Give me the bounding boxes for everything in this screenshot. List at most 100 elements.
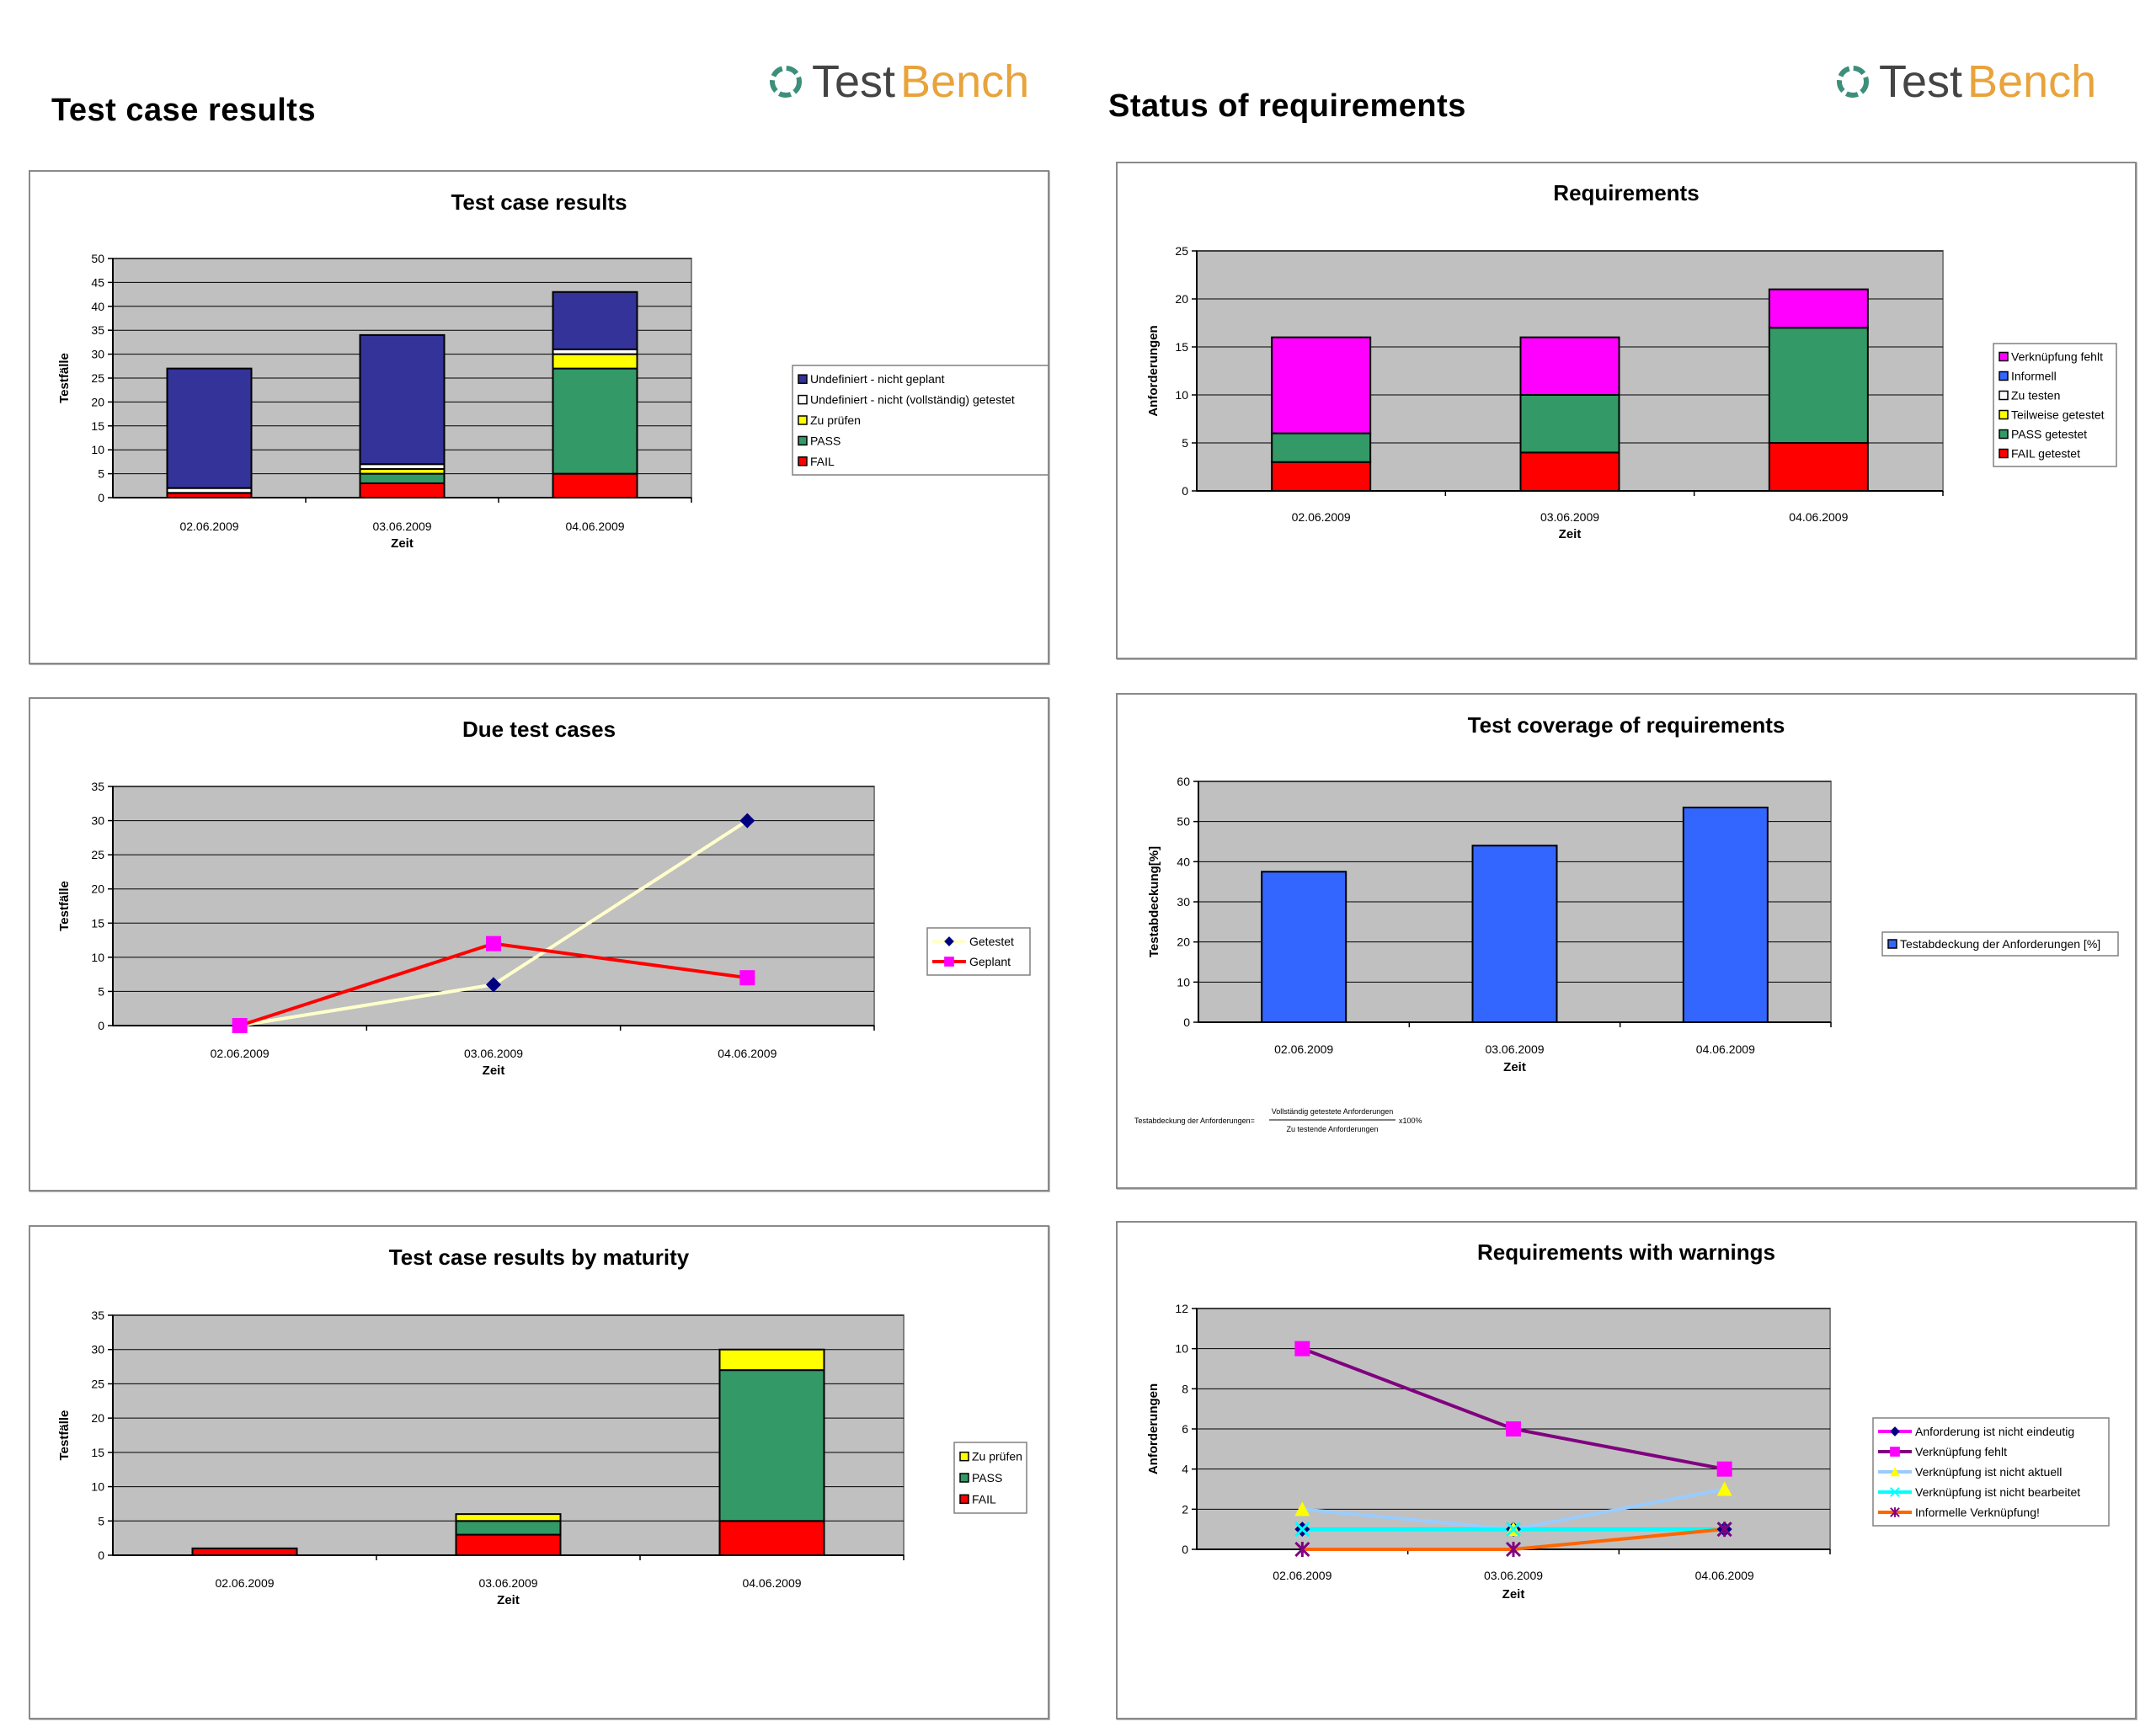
x-tick-label: 02.06.2009 <box>179 520 238 533</box>
formula-factor: x100% <box>1399 1117 1422 1125</box>
chart-panel-test-coverage: Test coverage of requirements 0 10 20 30 40 50… <box>1116 693 2137 1189</box>
y-tick-label: 20 <box>91 1411 104 1425</box>
y-tick-label: 40 <box>91 300 104 313</box>
y-tick-label: 20 <box>1177 935 1190 949</box>
y-tick-label: 5 <box>98 467 104 481</box>
y-tick-label: 20 <box>1175 292 1188 306</box>
legend-box <box>792 365 1048 476</box>
testbench-logo-icon <box>770 66 802 98</box>
legend-label: Zu testen <box>2011 389 2060 402</box>
legend-label: Teilweise getestet <box>2011 408 2105 422</box>
y-tick-label: 10 <box>1175 388 1188 402</box>
logo-text-test: Test <box>812 56 896 107</box>
y-tick-label: 0 <box>98 1548 104 1562</box>
bar-segment-fail <box>552 472 638 499</box>
legend-marker <box>1890 1426 1900 1437</box>
legend-label: Testabdeckung der Anforderungen [%] <box>1900 937 2100 951</box>
bar-segment-testabdeckung-der-anforderungen- <box>1682 806 1769 1023</box>
x-tick-label: 02.06.2009 <box>1273 1569 1331 1582</box>
legend-label: Verknüpfung fehlt <box>2011 350 2103 364</box>
bar-segment-fail-getestet <box>1271 461 1372 492</box>
y-tick-label: 40 <box>1177 855 1190 868</box>
legend-box <box>1881 931 2119 957</box>
legend-marker <box>944 957 954 967</box>
legend-label: Verknüpfung fehlt <box>1915 1445 2007 1458</box>
data-point <box>1716 1481 1732 1496</box>
data-point <box>739 813 755 829</box>
legend-label: FAIL <box>972 1492 996 1506</box>
legend-swatch <box>959 1473 969 1483</box>
legend-swatch <box>1999 370 2009 381</box>
chart-test-case-results-by-maturity: Test case results by maturity 0 5 10 15 20 25 3… <box>57 1245 1027 1607</box>
y-axis-title: Anforderungen <box>1146 325 1161 416</box>
y-tick-label: 15 <box>1175 340 1188 354</box>
chart-panel-requirements-with-warnings: Requirements with warnings 0 2 4 6 8 10 12 02.06… <box>1116 1221 2137 1719</box>
data-point <box>1294 1522 1310 1538</box>
y-tick-label: 30 <box>91 348 104 361</box>
y-tick-label: 15 <box>91 1446 104 1459</box>
legend-swatch <box>798 456 808 466</box>
bar-segment-verkn-pfung-fehlt <box>1768 288 1869 329</box>
chart-requirements-with-warnings: Requirements with warnings 0 2 4 6 8 10 12 02.06… <box>1146 1239 2110 1602</box>
bar-segment-zu-pr-fen <box>552 353 638 370</box>
x-tick-label: 02.06.2009 <box>211 1047 270 1060</box>
bar-segment-undefiniert-nicht-geplant <box>166 367 253 489</box>
legend-label: Undefiniert - nicht (vollständig) getest… <box>810 393 1015 407</box>
y-tick-label: 35 <box>91 1309 104 1322</box>
legend-swatch <box>798 374 808 384</box>
y-tick-label: 10 <box>91 1480 104 1494</box>
y-tick-label: 25 <box>1175 244 1188 258</box>
bar-segment-undefiniert-nicht-geplant <box>359 333 446 466</box>
y-tick-label: 30 <box>91 1343 104 1357</box>
legend-marker <box>1890 1487 1900 1497</box>
x-tick-label: 03.06.2009 <box>478 1576 537 1590</box>
x-tick-label: 03.06.2009 <box>1540 510 1599 524</box>
testbench-logo-icon <box>1837 66 1869 98</box>
y-tick-label: 12 <box>1175 1302 1188 1315</box>
legend-label: Verknüpfung ist nicht bearbeitet <box>1915 1485 2080 1499</box>
formula-numerator: Vollständig getestete Anforderungen <box>1272 1107 1394 1116</box>
chart-title: Requirements with warnings <box>1477 1239 1775 1265</box>
chart-panel-test-case-results-by-maturity: Test case results by maturity 0 5 10 15 20 25 3… <box>29 1225 1049 1719</box>
bar-segment-fail-getestet <box>1519 451 1620 492</box>
data-point <box>1506 1421 1521 1437</box>
chart-panel-test-case-results: Test case results 0 5 10 15 20 25 30 35 40 45 50 02.… <box>29 170 1049 664</box>
data-point <box>232 1018 248 1033</box>
bar-segment-fail <box>359 482 446 498</box>
y-tick-label: 35 <box>91 323 104 337</box>
right-testbench-logo: Test Bench <box>1832 56 2096 108</box>
x-tick-label: 04.06.2009 <box>1695 1569 1754 1582</box>
legend-swatch <box>1887 939 1897 949</box>
legend-swatch <box>798 394 808 405</box>
y-tick-label: 0 <box>1182 484 1188 498</box>
formula-lhs: Testabdeckung der Anforderungen= <box>1134 1117 1255 1125</box>
data-point <box>1505 1522 1522 1538</box>
logo-text-bench: Bench <box>900 56 1030 107</box>
y-tick-label: 25 <box>91 371 104 385</box>
y-axis-title: Testfälle <box>57 353 72 403</box>
chart-title: Requirements <box>1553 180 1699 205</box>
chart-panel-requirements: Requirements 0 5 10 15 20 25 02.06.2009 03.06.20… <box>1116 162 2137 659</box>
y-tick-label: 0 <box>1183 1015 1190 1029</box>
chart-title: Test case results by maturity <box>389 1245 690 1270</box>
y-tick-label: 5 <box>98 984 104 998</box>
x-tick-label: 03.06.2009 <box>1484 1569 1543 1582</box>
chart-title: Test coverage of requirements <box>1468 712 1785 738</box>
legend-label: FAIL getestet <box>2011 447 2080 461</box>
x-tick-label: 02.06.2009 <box>215 1576 274 1590</box>
y-tick-label: 30 <box>1177 895 1190 909</box>
legend-marker <box>1890 1447 1900 1457</box>
data-point <box>1716 1461 1732 1477</box>
x-tick-label: 03.06.2009 <box>1485 1042 1544 1056</box>
legend-label: Undefiniert - nicht geplant <box>810 372 945 386</box>
y-tick-label: 35 <box>91 780 104 793</box>
y-tick-label: 8 <box>1182 1382 1188 1395</box>
legend-swatch <box>1999 448 2009 459</box>
x-axis-title: Zeit <box>1559 527 1582 541</box>
legend-label: Verknüpfung ist nicht aktuell <box>1915 1465 2062 1479</box>
y-tick-label: 0 <box>98 1019 104 1032</box>
legend-swatch <box>1999 409 2009 420</box>
y-axis-title: Testfälle <box>57 1410 72 1461</box>
y-tick-label: 0 <box>1182 1543 1188 1556</box>
bar-segment-fail <box>718 1520 825 1556</box>
